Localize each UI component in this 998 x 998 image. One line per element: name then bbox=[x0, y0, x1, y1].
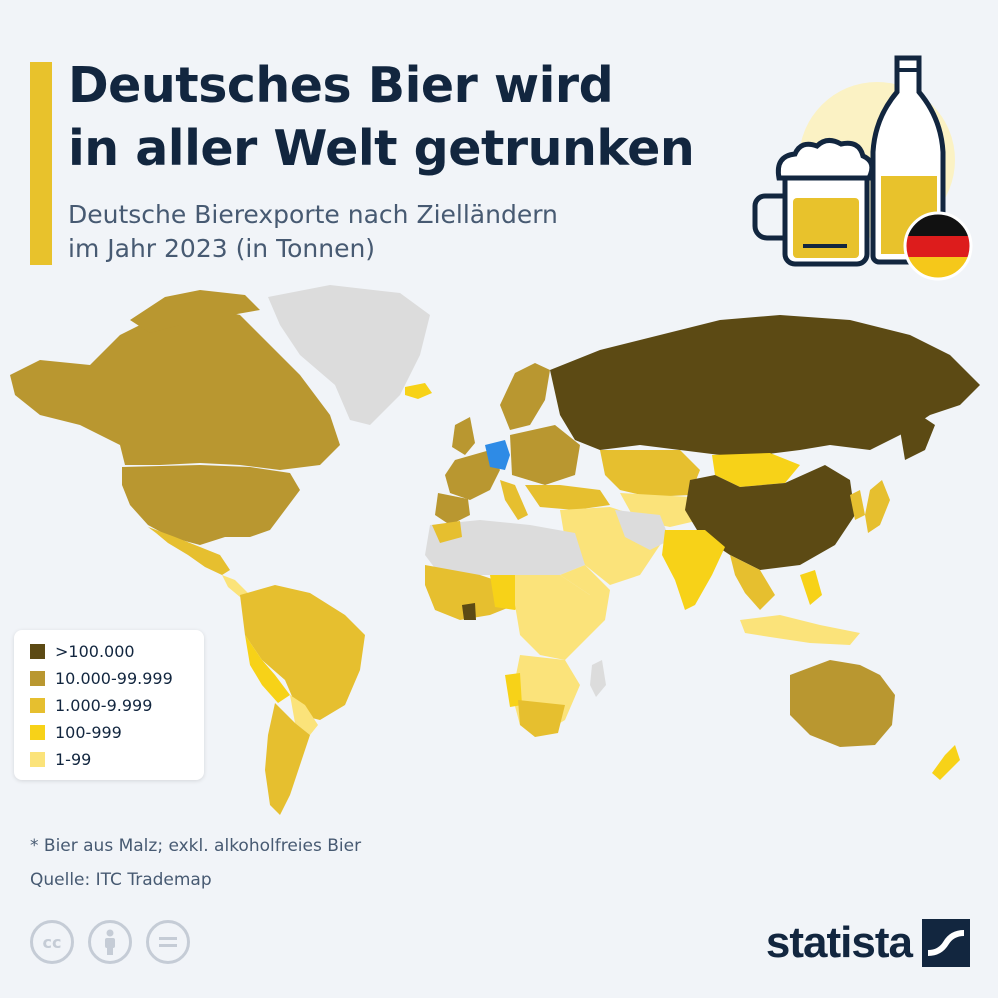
legend-label: 10.000-99.999 bbox=[55, 669, 173, 688]
legend-item: 100-999 bbox=[30, 719, 204, 746]
region-eastern-europe bbox=[510, 425, 580, 485]
region-iceland bbox=[405, 383, 432, 399]
region-iberia bbox=[435, 493, 470, 525]
map-legend: >100.000 10.000-99.999 1.000-9.999 100-9… bbox=[14, 630, 204, 780]
legend-label: 1-99 bbox=[55, 750, 92, 769]
subtitle: Deutsche Bierexporte nach Zielländern im… bbox=[68, 198, 558, 266]
region-uk-ireland bbox=[452, 417, 475, 455]
region-paraguay-uruguay bbox=[290, 695, 318, 735]
region-japan bbox=[865, 480, 890, 533]
region-australia bbox=[790, 660, 895, 747]
region-korea bbox=[850, 490, 865, 520]
accent-bar bbox=[30, 62, 52, 265]
region-namibia bbox=[505, 673, 522, 707]
region-russia bbox=[550, 315, 980, 455]
region-morocco bbox=[432, 521, 462, 543]
region-india bbox=[662, 530, 725, 610]
hero-illustration bbox=[752, 55, 973, 281]
beer-mug-icon bbox=[752, 138, 875, 267]
statista-logo-icon bbox=[922, 919, 970, 967]
region-kazakhstan bbox=[600, 450, 700, 497]
region-usa bbox=[122, 465, 300, 545]
region-southeast-asia bbox=[730, 555, 775, 610]
region-scandinavia bbox=[500, 363, 550, 430]
legend-item: >100.000 bbox=[30, 638, 204, 665]
legend-label: 1.000-9.999 bbox=[55, 696, 153, 715]
source-line: Quelle: ITC Trademap bbox=[30, 870, 212, 890]
region-iran bbox=[615, 510, 670, 550]
region-madagascar bbox=[590, 660, 606, 697]
subtitle-line-1: Deutsche Bierexporte nach Zielländern bbox=[68, 200, 558, 229]
attribution-icon[interactable] bbox=[88, 920, 132, 964]
footnote: * Bier aus Malz; exkl. alkoholfreies Bie… bbox=[30, 836, 362, 856]
region-china bbox=[685, 465, 855, 570]
region-greenland bbox=[268, 285, 430, 425]
legend-swatch bbox=[30, 644, 45, 659]
legend-swatch bbox=[30, 698, 45, 713]
region-canada-islands bbox=[130, 290, 260, 333]
region-central-america bbox=[222, 575, 248, 597]
page-title: Deutsches Bier wird in aller Welt getrun… bbox=[68, 54, 695, 180]
legend-swatch bbox=[30, 752, 45, 767]
region-argentina-chile bbox=[265, 703, 310, 815]
title-line-1: Deutsches Bier wird bbox=[68, 57, 614, 114]
legend-swatch bbox=[30, 725, 45, 740]
legend-swatch bbox=[30, 671, 45, 686]
region-west-africa bbox=[425, 565, 515, 620]
region-russia-east bbox=[900, 415, 935, 460]
region-south-america-north bbox=[240, 585, 365, 720]
region-east-africa bbox=[560, 565, 610, 635]
cc-icon[interactable]: cc bbox=[30, 920, 74, 964]
region-indonesia bbox=[740, 615, 860, 645]
region-germany bbox=[485, 440, 510, 470]
region-north-africa bbox=[425, 520, 585, 575]
region-western-europe bbox=[445, 450, 500, 500]
region-ghana bbox=[462, 603, 476, 620]
legend-label: >100.000 bbox=[55, 642, 135, 661]
region-canada bbox=[10, 305, 340, 470]
subtitle-line-2: im Jahr 2023 (in Tonnen) bbox=[68, 234, 376, 263]
region-philippines bbox=[800, 570, 822, 605]
statista-brand[interactable]: statista bbox=[766, 918, 970, 968]
legend-label: 100-999 bbox=[55, 723, 122, 742]
region-central-africa bbox=[515, 575, 590, 660]
region-mexico bbox=[148, 527, 230, 575]
legend-item: 10.000-99.999 bbox=[30, 665, 204, 692]
region-new-zealand bbox=[932, 745, 960, 780]
region-south-africa bbox=[518, 700, 565, 737]
title-line-2: in aller Welt getrunken bbox=[68, 120, 695, 177]
legend-item: 1-99 bbox=[30, 746, 204, 773]
no-derivatives-icon[interactable] bbox=[146, 920, 190, 964]
license-icons: cc bbox=[30, 920, 190, 964]
region-mongolia bbox=[712, 453, 800, 487]
german-flag-icon bbox=[903, 211, 973, 281]
brand-name: statista bbox=[765, 918, 913, 967]
region-italy bbox=[500, 480, 528, 520]
region-balkans-turkey bbox=[525, 485, 610, 510]
world-map bbox=[10, 285, 980, 815]
legend-item: 1.000-9.999 bbox=[30, 692, 204, 719]
region-peru-bolivia bbox=[245, 635, 290, 703]
